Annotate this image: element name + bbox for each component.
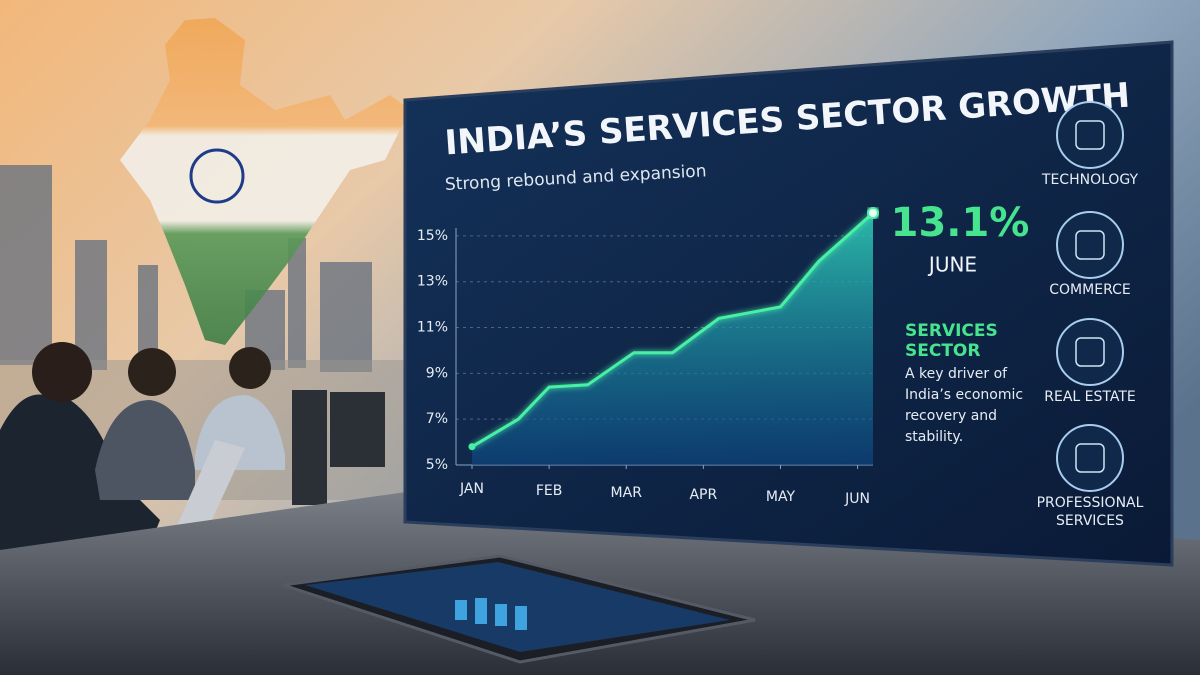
- highlight-month: JUNE: [927, 253, 977, 277]
- y-tick-label: 9%: [426, 365, 448, 381]
- india-map: [120, 18, 410, 345]
- skyline: [0, 165, 372, 372]
- icon-glyph: [1075, 230, 1105, 260]
- side-heading: SERVICES: [905, 321, 998, 341]
- chakra: [189, 148, 245, 204]
- x-tick-label: APR: [689, 487, 717, 503]
- side-body: India’s economic: [905, 387, 1023, 403]
- highlight-value: 13.1%: [891, 200, 1030, 246]
- start-point: [468, 443, 476, 451]
- plot: 5% 7% 9% 11% 13% 15% JAN FEB MAR APR MAY JUN: [417, 207, 879, 507]
- sector-icon: [1056, 318, 1124, 386]
- end-point: [867, 207, 879, 219]
- icon-glyph: [1075, 443, 1105, 473]
- side-body: A key driver of: [905, 366, 1008, 382]
- people: [0, 342, 385, 560]
- x-tick-label: JUN: [844, 491, 870, 507]
- x-tick-label: MAR: [611, 485, 643, 501]
- x-tick-label: FEB: [536, 483, 563, 499]
- sector-label: COMMERCE: [1049, 282, 1130, 298]
- icon-glyph: [1075, 337, 1105, 367]
- y-tick-label: 15%: [417, 228, 448, 244]
- side-heading: SECTOR: [905, 341, 980, 361]
- y-tick-label: 7%: [426, 411, 448, 427]
- sector-icon: [1056, 101, 1124, 169]
- y-tick-label: 13%: [417, 274, 448, 290]
- sector-label: REAL ESTATE: [1044, 389, 1136, 405]
- y-tick-label: 11%: [417, 320, 448, 336]
- sector-icon: [1056, 424, 1124, 492]
- sector-label: TECHNOLOGY: [1041, 172, 1139, 188]
- y-tick-label: 5%: [426, 457, 448, 473]
- tablet: [282, 554, 756, 664]
- sector-label: PROFESSIONAL: [1037, 495, 1144, 511]
- area: [472, 213, 873, 465]
- x-tick-label: JAN: [459, 481, 484, 497]
- side-body: stability.: [905, 429, 963, 445]
- sector-icon: [1056, 211, 1124, 279]
- sector-icons: TECHNOLOGY COMMERCE REAL ESTATE PROFESSIONA…: [1037, 101, 1144, 529]
- sector-label: SERVICES: [1056, 513, 1124, 529]
- line: [471, 211, 874, 448]
- x-tick-label: MAY: [766, 489, 796, 505]
- icon-glyph: [1075, 120, 1105, 150]
- side-body: recovery and: [905, 408, 997, 424]
